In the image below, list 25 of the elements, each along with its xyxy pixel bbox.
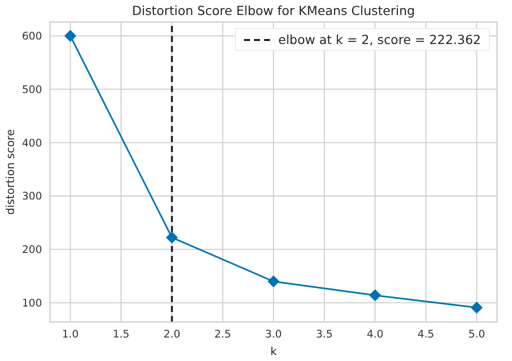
y-tick-label: 100 [22,298,42,310]
legend: elbow at k = 2, score = 222.362 [235,28,490,51]
x-tick-label: 2.0 [164,328,180,340]
x-tick-label: 4.5 [418,328,434,340]
point [268,275,280,288]
x-tick-label: 1.5 [112,328,130,340]
x-tick-label: 3.5 [316,328,333,340]
point [166,231,178,244]
y-tick-label: 200 [22,244,42,256]
y-tick-label: 300 [22,190,42,203]
x-tick-label: 3.0 [265,328,282,340]
x-tick-label: 2.5 [214,328,232,340]
y-axis-title: distortion score [4,129,17,215]
x-tick-label: 1.0 [62,328,79,340]
x-tick-label: 5.0 [468,328,486,340]
y-tick-label: 400 [22,137,42,150]
point [64,30,76,42]
point [369,289,382,302]
x-tick-label: 4.0 [366,328,384,340]
chart-title: Distortion Score Elbow for KMeans Clustering [131,3,416,18]
y-tick-label: 600 [22,30,42,43]
y-tick-label: 500 [22,84,42,96]
point [470,302,483,314]
ref-line-label: elbow at k = 2, score = 222.362 [278,32,481,47]
x-axis-title: k [270,345,278,358]
